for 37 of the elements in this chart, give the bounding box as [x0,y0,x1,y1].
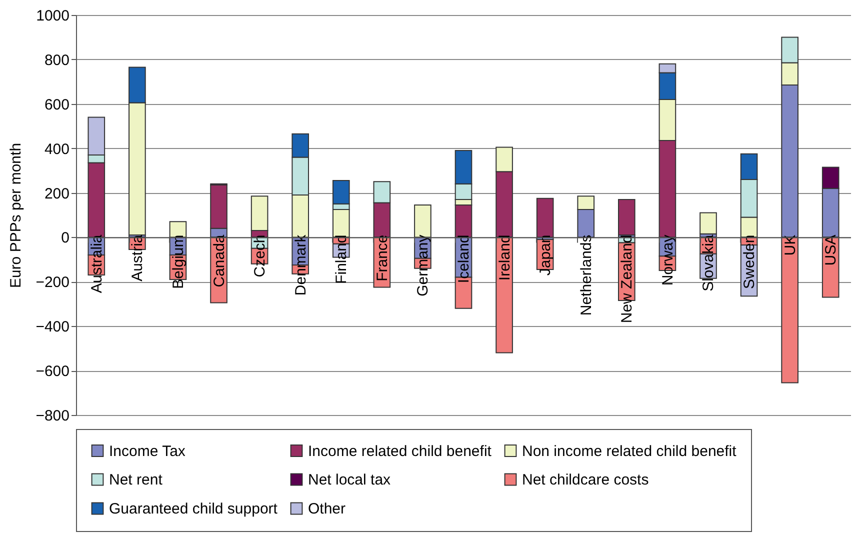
legend-label: Net local tax [308,472,392,488]
x-tick-label: Denmark [292,234,310,296]
y-tick-label: 0 [61,230,70,247]
y-tick-label: 600 [44,96,70,114]
x-tick-label: Norway [659,234,676,286]
x-tick-label: Ireland [496,234,514,281]
x-tick-label: Germany [414,234,432,296]
x-tick-label: Netherlands [578,234,595,316]
y-tick-label: −200 [36,274,70,292]
legend-label: Guaranteed child support [109,500,278,518]
legend-label: Net rent [109,472,164,488]
y-tick-label: 800 [44,52,70,69]
x-tick-label: UK [782,234,799,256]
x-tick-label: Czech [252,234,269,278]
x-tick-label: Iceland [456,234,472,284]
y-tick-label: 200 [44,185,70,202]
legend-label: Net childcare costs [522,472,649,488]
y-tick-label: 1000 [36,8,70,24]
x-tick-label: France [374,234,391,282]
legend-label: Income related child benefit [308,442,492,460]
x-tick-label: Belgium [170,234,187,289]
legend-label: Income Tax [109,442,186,460]
y-tick-label: −600 [36,363,70,380]
x-tick-label: Slovakia [700,234,718,292]
x-tick-label: Japan [537,234,554,276]
x-tick-label: USA [822,234,840,266]
legend-label: Other [308,500,346,518]
y-tick-label: −800 [36,408,70,424]
x-tick-label: Australia [88,234,106,294]
x-tick-label: Canada [210,234,228,288]
y-axis-title: Euro PPPs per month [8,142,25,288]
x-tick-label: New Zealand [618,234,636,324]
x-tick-label: Finland [333,234,350,284]
x-tick-label: Sweden [741,234,758,289]
y-tick-label: −400 [36,318,70,336]
y-tick-label: 400 [44,140,70,158]
legend-label: Non income related child benefit [522,442,738,460]
